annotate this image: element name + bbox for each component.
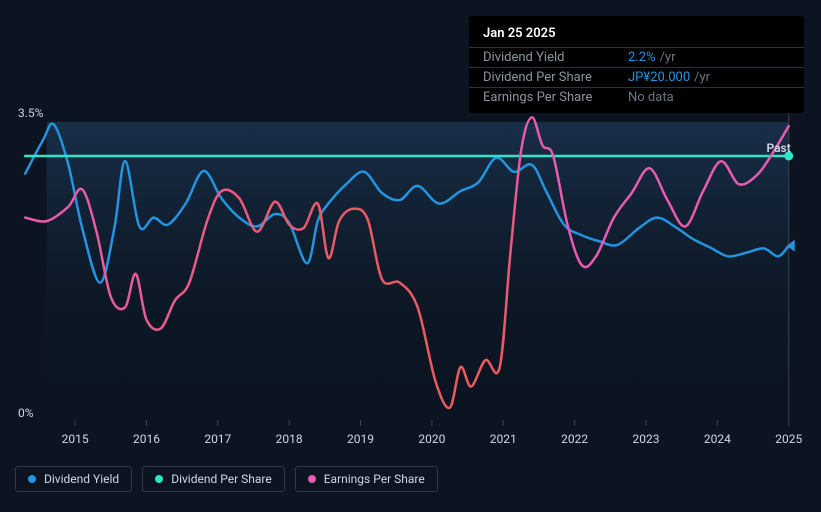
y-tick-min: 0% (18, 406, 34, 420)
x-tick-label: 2016 (133, 432, 160, 446)
dividend-chart: 3.5% 0% 2015 2016 2017 2018 2019 2020 2021 2022… (0, 0, 821, 508)
x-tick-label: 2018 (276, 432, 303, 446)
x-tick-label: 2019 (347, 432, 374, 446)
legend-dot-icon (308, 475, 316, 483)
tooltip-value: 2.2% (628, 50, 656, 65)
tooltip-label: Dividend Per Share (483, 70, 628, 85)
x-tick-label: 2017 (204, 432, 231, 446)
chart-tooltip: Jan 25 2025 Dividend Yield 2.2% /yr Divi… (469, 16, 804, 113)
tooltip-label: Dividend Yield (483, 50, 628, 65)
tooltip-row-eps: Earnings Per Share No data (469, 87, 804, 107)
x-tick-label: 2020 (418, 432, 445, 446)
x-tick-label: 2025 (775, 432, 802, 446)
legend-label: Dividend Yield (44, 472, 119, 486)
legend-label: Dividend Per Share (171, 472, 272, 486)
tooltip-value: JP¥20.000 (628, 70, 690, 85)
x-tick-label: 2022 (561, 432, 588, 446)
x-tick-label: 2021 (490, 432, 517, 446)
legend-dot-icon (28, 475, 36, 483)
y-tick-max: 3.5% (18, 106, 43, 120)
chart-legend: Dividend Yield Dividend Per Share Earnin… (15, 466, 438, 492)
x-tick-label: 2024 (704, 432, 731, 446)
legend-label: Earnings Per Share (324, 472, 425, 486)
tooltip-unit: /yr (694, 70, 710, 85)
legend-item-eps[interactable]: Earnings Per Share (295, 466, 438, 492)
legend-item-yield[interactable]: Dividend Yield (15, 466, 132, 492)
tooltip-label: Earnings Per Share (483, 90, 628, 105)
legend-dot-icon (155, 475, 163, 483)
legend-item-dps[interactable]: Dividend Per Share (142, 466, 285, 492)
past-label: Past (766, 141, 790, 155)
tooltip-value: No data (628, 90, 674, 105)
tooltip-unit: /yr (660, 50, 676, 65)
tooltip-row-yield: Dividend Yield 2.2% /yr (469, 47, 804, 67)
tooltip-row-dps: Dividend Per Share JP¥20.000 /yr (469, 67, 804, 87)
x-tick-label: 2023 (633, 432, 660, 446)
tooltip-date: Jan 25 2025 (469, 22, 804, 47)
x-tick-label: 2015 (62, 432, 89, 446)
